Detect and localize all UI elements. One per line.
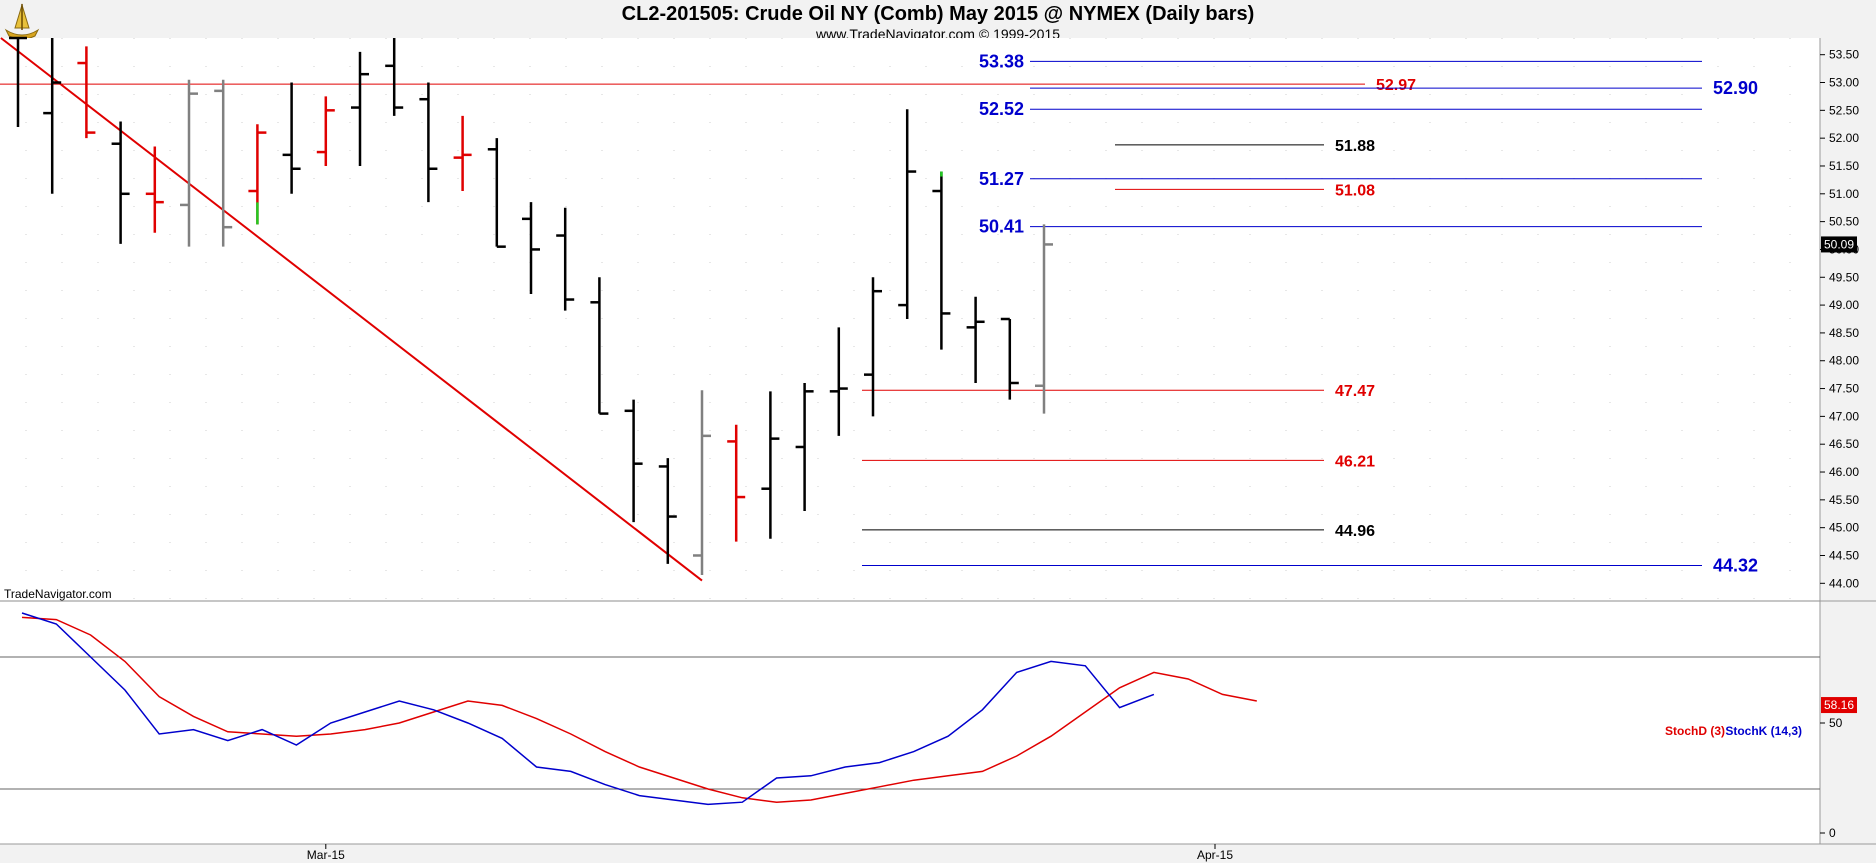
stoch-last-value-label: 58.16 bbox=[1824, 698, 1854, 712]
watermark: TradeNavigator.com bbox=[4, 587, 112, 601]
price-level-label: 50.41 bbox=[979, 217, 1024, 237]
stoch-d-legend: StochD (3) bbox=[1665, 724, 1725, 738]
y-tick-label: 45.00 bbox=[1829, 521, 1859, 535]
price-level-label: 51.27 bbox=[979, 169, 1024, 189]
stochastic-panel bbox=[0, 602, 1820, 844]
y-tick-label: 53.50 bbox=[1829, 48, 1859, 62]
y-tick-label: 52.00 bbox=[1829, 131, 1859, 145]
y-tick-label: 48.50 bbox=[1829, 326, 1859, 340]
y-tick-label: 52.50 bbox=[1829, 103, 1859, 117]
x-tick-label: Apr-15 bbox=[1197, 848, 1233, 862]
trendline[interactable] bbox=[0, 37, 703, 582]
y-tick-label: 46.50 bbox=[1829, 437, 1859, 451]
price-level-label: 53.38 bbox=[979, 51, 1024, 71]
y-tick-label: 45.50 bbox=[1829, 493, 1859, 507]
y-tick-label: 53.00 bbox=[1829, 76, 1859, 90]
price-level-label: 44.32 bbox=[1713, 556, 1758, 576]
y-tick-label: 47.50 bbox=[1829, 382, 1859, 396]
price-level-label: 46.21 bbox=[1335, 453, 1375, 470]
y-tick-label: 49.00 bbox=[1829, 298, 1859, 312]
chart-title: CL2-201505: Crude Oil NY (Comb) May 2015… bbox=[621, 3, 1255, 25]
price-level-label: 51.08 bbox=[1335, 182, 1375, 199]
y-tick-label: 44.50 bbox=[1829, 548, 1859, 562]
price-level-label: 52.90 bbox=[1713, 78, 1758, 98]
stoch-series-line[interactable] bbox=[21, 616, 1257, 803]
y-tick-label: 51.50 bbox=[1829, 159, 1859, 173]
y-tick-label: 46.00 bbox=[1829, 465, 1859, 479]
stoch-y-tick-label: 50 bbox=[1829, 716, 1843, 730]
price-level-label: 52.97 bbox=[1376, 77, 1416, 94]
last-price-marker bbox=[1821, 236, 1857, 253]
stoch-last-value-marker bbox=[1821, 697, 1857, 714]
price-level-label: 47.47 bbox=[1335, 383, 1375, 400]
price-level-label: 44.96 bbox=[1335, 523, 1375, 540]
y-tick-label: 51.00 bbox=[1829, 187, 1859, 201]
y-tick-label: 50.50 bbox=[1829, 215, 1859, 229]
x-tick-label: Mar-15 bbox=[307, 848, 345, 862]
stoch-y-tick-label: 0 bbox=[1829, 826, 1836, 840]
last-price-label: 50.09 bbox=[1824, 237, 1854, 251]
price-panel bbox=[0, 38, 1820, 600]
y-tick-label: 47.00 bbox=[1829, 409, 1859, 423]
y-tick-label: 49.50 bbox=[1829, 270, 1859, 284]
y-tick-label: 44.00 bbox=[1829, 576, 1859, 590]
price-level-label: 51.88 bbox=[1335, 138, 1375, 155]
price-level-label: 52.52 bbox=[979, 99, 1024, 119]
stoch-k-legend: StochK (14,3) bbox=[1725, 724, 1802, 738]
y-tick-label: 48.00 bbox=[1829, 354, 1859, 368]
stoch-series-line[interactable] bbox=[21, 612, 1155, 806]
